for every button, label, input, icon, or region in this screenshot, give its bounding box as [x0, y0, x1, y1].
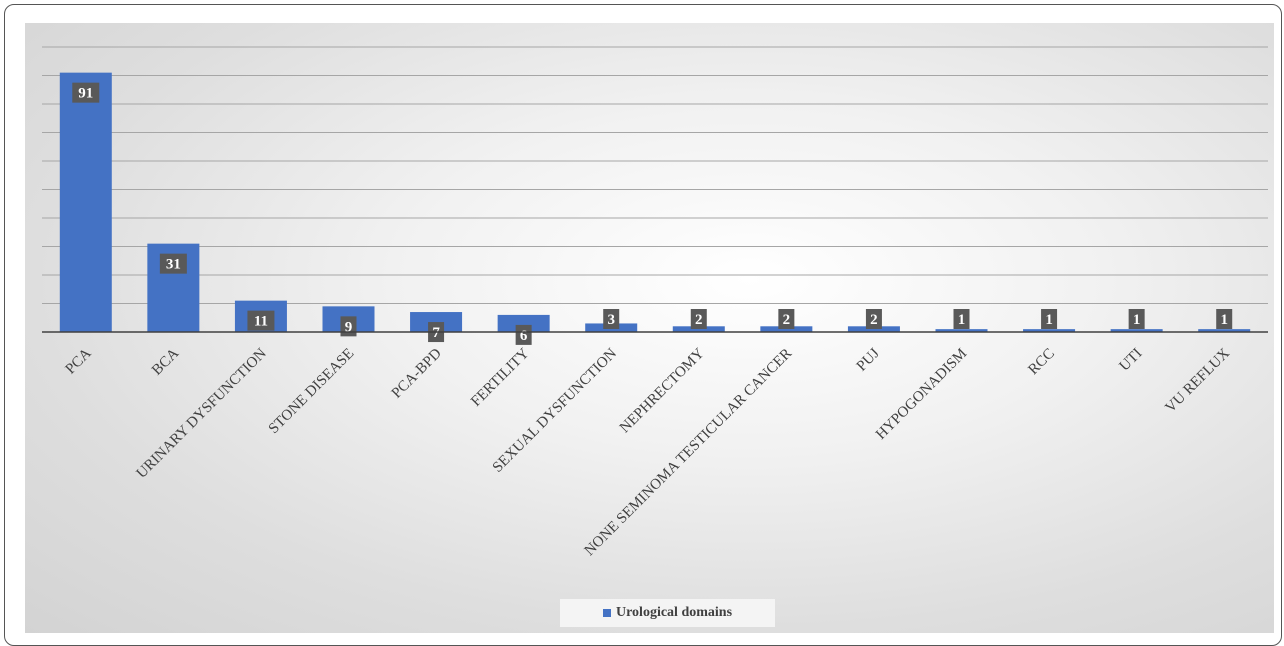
category-label: NEPHRECTOMY — [617, 345, 708, 436]
data-label-box — [865, 309, 882, 329]
bar — [760, 326, 813, 332]
data-label: 6 — [515, 324, 532, 345]
data-label-text: 2 — [783, 312, 791, 328]
category-label: PCA-BPD — [389, 345, 445, 401]
data-label-text: 1 — [1133, 312, 1141, 328]
category-label: PUJ — [854, 345, 883, 374]
data-label: 1 — [953, 309, 970, 329]
bar — [847, 326, 900, 332]
data-label: 91 — [72, 82, 100, 103]
data-label: 31 — [159, 253, 187, 274]
gridlines — [42, 46, 1268, 304]
legend-swatch — [602, 609, 611, 617]
legend: Urological domains — [560, 599, 775, 627]
data-label-box — [778, 309, 795, 329]
data-label-text: 91 — [78, 86, 93, 102]
category-label: RCC — [1025, 346, 1058, 379]
data-label-box — [690, 309, 707, 329]
category-label: BCA — [149, 345, 182, 378]
category-label: NONE SEMINOMA TESTICULAR CANCER — [582, 346, 796, 560]
category-label: PCA — [63, 345, 95, 377]
data-label-text: 9 — [345, 319, 353, 335]
bar — [1110, 329, 1163, 332]
data-label-box — [1041, 309, 1058, 329]
data-label-text: 1 — [1220, 312, 1228, 328]
bar — [59, 72, 112, 333]
data-label-box — [953, 309, 970, 329]
category-label: STONE DISEASE — [266, 346, 358, 438]
data-label-box — [72, 82, 100, 103]
category-label: UTI — [1116, 346, 1145, 375]
data-label-text: 1 — [1045, 312, 1053, 328]
bar — [497, 314, 550, 332]
data-label-text: 11 — [254, 314, 268, 330]
data-label-box — [1128, 309, 1145, 329]
category-label: HYPOGONADISM — [873, 346, 970, 443]
chart-frame: 91 31 11 9 7 6 3 2 2 2 1 1 1 1 PCA BCA URINARY DYSFUNCTI… — [4, 4, 1282, 646]
bar — [935, 329, 988, 332]
data-label-text: 3 — [607, 312, 615, 328]
legend-label: Urological domains — [615, 605, 733, 620]
data-label: 3 — [603, 309, 620, 329]
data-label: 2 — [690, 309, 707, 329]
bar — [410, 312, 463, 332]
data-label-box — [1216, 309, 1233, 329]
bar — [1023, 329, 1076, 332]
bars — [59, 72, 1251, 333]
category-label: FERTILITY — [468, 345, 532, 409]
data-label-text: 7 — [432, 325, 440, 341]
data-label: 11 — [247, 310, 275, 331]
data-label-text: 31 — [166, 257, 181, 273]
data-label-box — [159, 253, 187, 274]
data-label-text: 2 — [870, 312, 878, 328]
data-label: 2 — [865, 309, 882, 329]
bar — [672, 326, 725, 332]
data-label: 9 — [340, 316, 357, 337]
data-label: 1 — [1216, 309, 1233, 329]
data-label-text: 1 — [958, 312, 966, 328]
category-label: VU REFLUX — [1162, 345, 1233, 416]
data-label: 1 — [1128, 309, 1145, 329]
bar — [1198, 329, 1251, 332]
data-label-box — [515, 324, 532, 345]
data-label: 2 — [778, 309, 795, 329]
data-label-text: 6 — [520, 328, 528, 344]
data-label-box — [247, 310, 275, 331]
plot-area: 91 31 11 9 7 6 3 2 2 2 1 1 1 1 PCA BCA URINARY DYSFUNCTI… — [25, 23, 1274, 633]
data-label-text: 2 — [695, 312, 703, 328]
data-label: 1 — [1041, 309, 1058, 329]
data-label-box — [603, 309, 620, 329]
